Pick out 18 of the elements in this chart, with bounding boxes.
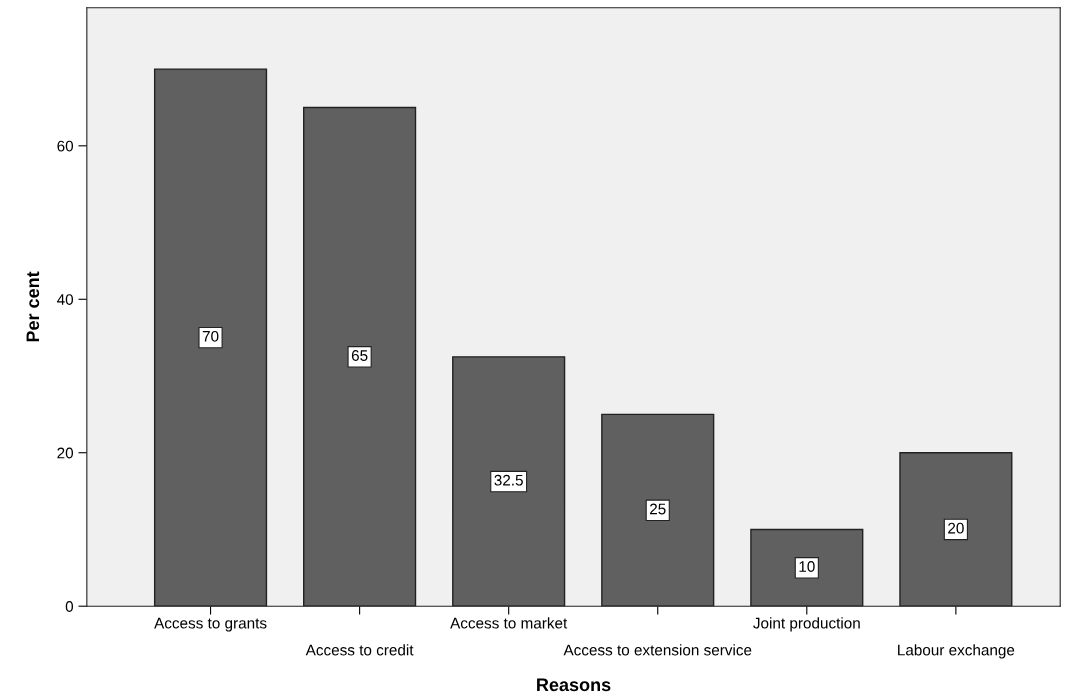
y-tick-label: 0	[65, 601, 74, 612]
x-tick-label: Access to market	[450, 617, 568, 629]
y-tick-label: 20	[57, 447, 74, 459]
data-label: 65	[351, 350, 368, 361]
y-tick-label: 60	[57, 140, 74, 152]
data-label: 32.5	[494, 474, 523, 486]
y-axis-title: Per cent	[26, 271, 40, 342]
y-tick-label: 40	[57, 294, 74, 305]
x-tick-label: Labour exchange	[898, 644, 1015, 659]
data-label: 70	[202, 330, 219, 342]
x-tick-label: Access to extension service	[563, 644, 752, 656]
x-tick-label: Joint production	[753, 617, 860, 632]
data-label: 25	[650, 503, 666, 515]
data-label: 10	[799, 561, 815, 572]
x-tick-label: Access to grants	[154, 617, 267, 632]
x-axis-title: Reasons	[537, 678, 611, 692]
data-label: 20	[948, 522, 964, 534]
x-tick-label: Access to credit	[305, 644, 414, 656]
